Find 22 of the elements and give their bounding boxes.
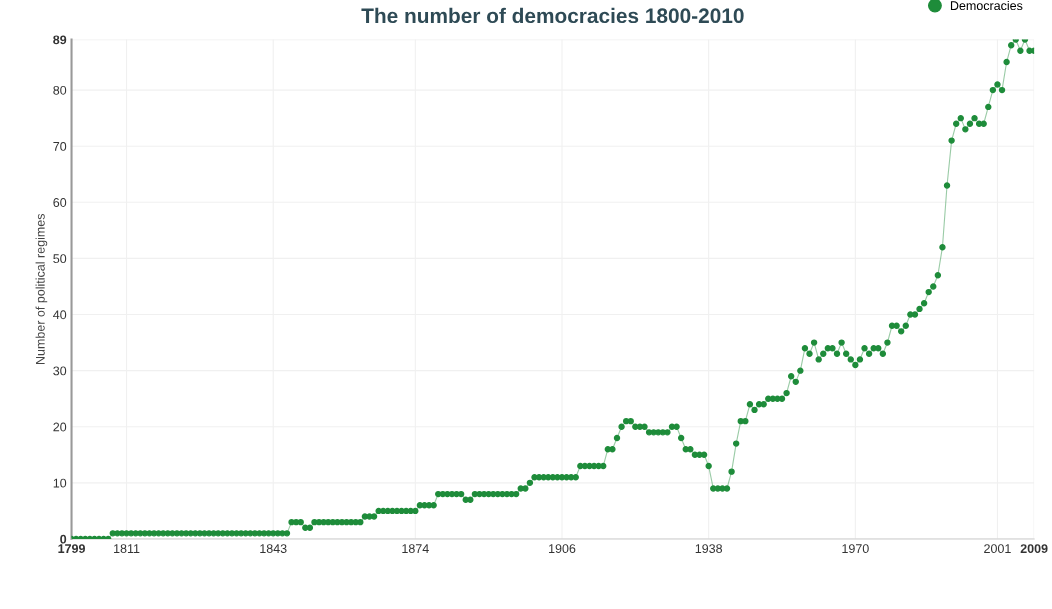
y-tick-label: 30 (53, 366, 67, 376)
y-tick-label: 60 (53, 198, 67, 207)
legend-label: Democracies (950, 0, 1023, 11)
x-tick-label: 1843 (260, 544, 287, 554)
x-tick-label: 1811 (114, 544, 140, 554)
y-tick-label: 89 (53, 35, 67, 45)
chart-title: The number of democracies 1800-2010 (361, 7, 744, 24)
y-tick-label: 80 (53, 85, 67, 95)
y-tick-label: 50 (53, 254, 67, 264)
y-tick-label: 70 (53, 141, 67, 151)
x-tick-label: 1874 (402, 544, 429, 554)
x-tick-label: 1970 (842, 544, 869, 554)
y-tick-label: 40 (53, 310, 67, 320)
y-tick-label: 20 (53, 422, 67, 432)
y-tick-label: 0 (60, 534, 67, 544)
y-tick-label: 10 (53, 478, 67, 488)
x-tick-label: 1906 (549, 544, 576, 554)
y-axis-title: Number of political regimes (35, 214, 48, 364)
x-tick-label: 2001 (984, 544, 1011, 554)
x-tick-label: 2009 (1020, 544, 1048, 554)
x-tick-label: 1799 (58, 544, 85, 554)
x-tick-label: 1938 (695, 544, 723, 554)
